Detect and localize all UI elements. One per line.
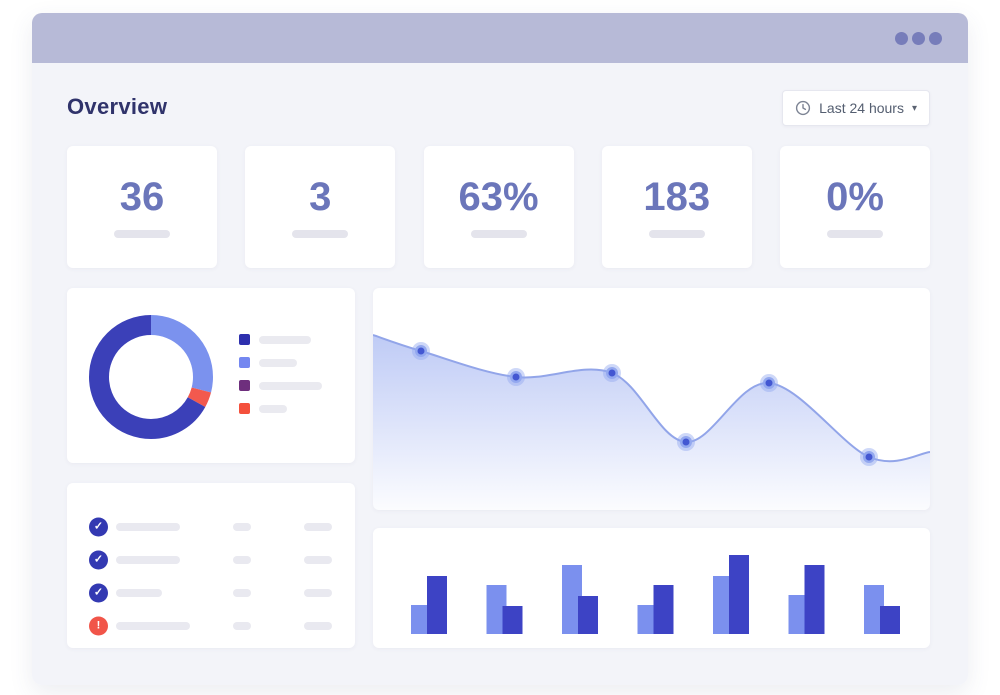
page-title: Overview	[67, 94, 168, 119]
placeholder-pill	[827, 229, 883, 238]
task-row: ✓	[67, 543, 355, 576]
placeholder-pill	[233, 555, 251, 564]
data-point	[417, 347, 425, 355]
alert-circle-icon: !	[89, 616, 108, 635]
stat-value: 0%	[826, 174, 884, 219]
bar-chart-card	[373, 528, 930, 648]
check-circle-icon: ✓	[89, 517, 108, 536]
legend-swatch-icon	[239, 403, 250, 414]
placeholder-pill	[304, 522, 332, 531]
bar-light	[562, 565, 582, 634]
window-titlebar	[32, 13, 968, 63]
donut-chart-card	[67, 288, 355, 463]
bar-light	[411, 605, 431, 634]
placeholder-pill	[470, 229, 527, 238]
placeholder-pill	[259, 404, 287, 413]
dot-icon	[912, 32, 925, 45]
placeholder-pill	[304, 588, 332, 597]
bar-light	[486, 585, 507, 634]
dot-icon	[929, 32, 942, 45]
stat-card: 3	[245, 146, 396, 268]
placeholder-pill	[233, 588, 251, 597]
stat-value: 63%	[458, 174, 539, 219]
dot-icon	[895, 32, 908, 45]
stat-value: 3	[309, 174, 332, 219]
placeholder-pill	[116, 522, 180, 531]
bar-dark	[804, 565, 825, 634]
task-row: ✓	[67, 576, 355, 609]
bar-light	[713, 576, 733, 634]
bar-dark	[653, 585, 674, 634]
donut-segment	[89, 315, 213, 439]
clock-icon	[796, 100, 811, 116]
data-point	[765, 379, 773, 387]
legend-item	[239, 380, 322, 391]
bar-light	[864, 585, 884, 634]
area-chart	[373, 334, 930, 510]
stat-card: 183	[601, 146, 752, 268]
app-window: Overview Last 24 hours ▾ 36 3 63%	[32, 13, 968, 685]
donut-legend	[239, 334, 322, 426]
placeholder-pill	[233, 522, 251, 531]
legend-item	[239, 357, 322, 368]
bar-light	[637, 605, 658, 634]
bar-light	[788, 595, 809, 634]
task-row: ✓	[67, 510, 355, 543]
stat-card: 63%	[423, 146, 574, 268]
stats-row: 36 3 63% 183 0%	[67, 146, 930, 268]
stat-card: 36	[67, 146, 217, 268]
window-menu-dots[interactable]	[895, 32, 942, 45]
donut-chart	[89, 315, 213, 439]
data-point	[608, 369, 616, 377]
task-list-card: ✓ ✓ ✓!	[67, 483, 355, 648]
data-point	[512, 373, 520, 381]
bar-chart	[411, 555, 900, 634]
legend-swatch-icon	[239, 380, 250, 391]
placeholder-pill	[116, 588, 162, 597]
placeholder-pill	[648, 229, 705, 238]
chevron-down-icon: ▾	[911, 102, 917, 114]
placeholder-pill	[233, 621, 251, 630]
task-list: ✓ ✓ ✓!	[67, 510, 355, 642]
dashboard-body: Overview Last 24 hours ▾ 36 3 63%	[32, 63, 968, 685]
bar-dark	[427, 576, 447, 634]
bar-dark	[729, 555, 749, 634]
placeholder-pill	[116, 621, 190, 630]
placeholder-pill	[292, 229, 349, 238]
placeholder-pill	[304, 621, 332, 630]
time-range-label: Last 24 hours	[819, 100, 904, 116]
data-point	[682, 438, 690, 446]
placeholder-pill	[259, 335, 311, 344]
legend-item	[239, 403, 322, 414]
stat-value: 183	[643, 174, 711, 219]
legend-swatch-icon	[239, 357, 250, 368]
placeholder-pill	[304, 555, 332, 564]
area-chart-card	[373, 288, 930, 510]
check-circle-icon: ✓	[89, 550, 108, 569]
placeholder-pill	[259, 381, 322, 390]
legend-item	[239, 334, 322, 345]
placeholder-pill	[114, 229, 170, 238]
check-circle-icon: ✓	[89, 583, 108, 602]
bar-dark	[502, 606, 523, 634]
stat-card: 0%	[780, 146, 930, 268]
stat-value: 36	[119, 174, 165, 219]
time-range-dropdown[interactable]: Last 24 hours ▾	[782, 90, 930, 126]
data-point	[865, 453, 873, 461]
placeholder-pill	[259, 358, 297, 367]
bar-dark	[880, 606, 900, 634]
placeholder-pill	[116, 555, 180, 564]
legend-swatch-icon	[239, 334, 250, 345]
bar-dark	[578, 596, 598, 634]
task-row: !	[67, 609, 355, 642]
